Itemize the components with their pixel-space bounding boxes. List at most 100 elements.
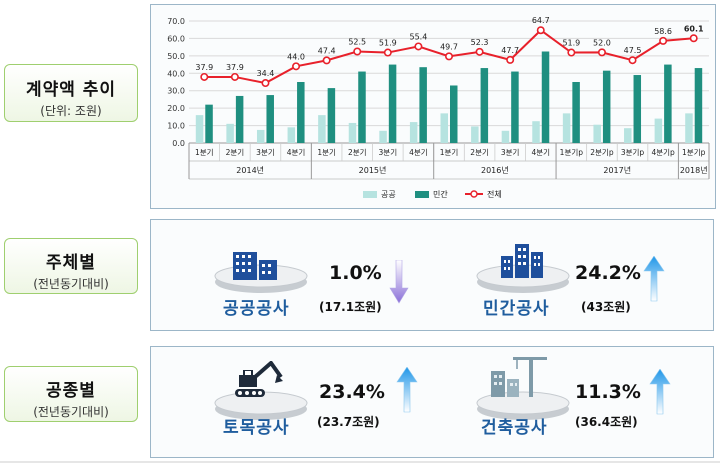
point-total: [444, 52, 453, 61]
bar-private: [541, 51, 550, 143]
bar-public: [348, 122, 357, 143]
bar-private: [602, 70, 611, 143]
x-tick-label: 2분기: [348, 148, 367, 157]
up-arrow-icon: [396, 367, 418, 413]
x-tick-label: 3분기: [501, 148, 520, 157]
y-tick-label: 60.0: [167, 34, 185, 43]
excavator-icon: [235, 361, 283, 397]
data-label-total: 52.0: [593, 38, 611, 47]
data-label-total: 51.9: [562, 39, 580, 48]
bar-private: [572, 82, 580, 143]
x-tick-label: 2분기p: [590, 148, 614, 157]
public-work-amount: (17.1조원): [319, 300, 382, 314]
point-total: [628, 56, 637, 65]
y-tick-label: 30.0: [167, 87, 185, 96]
bar-public: [409, 122, 418, 143]
y-tick-label: 10.0: [167, 122, 185, 131]
legend-label-public: 공공: [381, 190, 396, 199]
data-label-total: 60.1: [684, 24, 704, 33]
point-total: [322, 56, 331, 65]
bar-private: [633, 75, 642, 143]
x-tick-label: 3분기: [379, 148, 398, 157]
civil-work-name: 토목공사: [223, 418, 290, 438]
bar-public: [654, 118, 663, 143]
point-total: [414, 42, 423, 51]
year-label: 2016년: [481, 165, 509, 175]
bar-private: [327, 88, 336, 143]
bar-public: [226, 123, 234, 143]
point-total: [383, 48, 392, 57]
point-total: [200, 72, 209, 81]
x-tick-label: 2분기: [226, 148, 245, 157]
data-label-total: 52.5: [348, 38, 366, 47]
x-tick-label: 4분기: [409, 148, 428, 157]
point-total: [597, 48, 606, 57]
up-arrow-icon: [649, 369, 671, 415]
x-tick-label: 1분기: [195, 148, 214, 157]
bar-public: [532, 121, 540, 143]
bar-public: [195, 115, 204, 143]
bar-public: [440, 113, 448, 143]
point-total: [567, 48, 576, 57]
data-label-total: 51.9: [379, 39, 397, 48]
bar-public: [562, 113, 571, 143]
data-label-total: 44.0: [287, 52, 305, 61]
y-tick-label: 70.0: [167, 17, 185, 26]
up-arrow-icon: [643, 256, 665, 302]
point-total: [689, 34, 698, 43]
x-tick-label: 1분기: [440, 148, 459, 157]
data-label-total: 47.4: [318, 46, 336, 55]
bar-private: [266, 95, 274, 143]
type-label-sub: (전년동기대비): [33, 405, 109, 419]
building-work-amount: (36.4조원): [575, 415, 638, 429]
legend-marker-total: [470, 190, 478, 198]
year-label: 2017년: [603, 165, 631, 175]
x-tick-label: 4분기: [287, 148, 306, 157]
legend-label-total: 전체: [487, 189, 502, 199]
point-total: [292, 62, 301, 71]
data-label-total: 49.7: [440, 42, 458, 51]
bar-private: [664, 64, 672, 143]
bar-private: [235, 95, 244, 143]
bar-public: [685, 113, 693, 143]
type-panel: 토목공사 23.4% (23.7조원) 건축공사 11.3% (36.4조원): [150, 346, 714, 458]
bar-public: [501, 130, 510, 143]
trend-label-unit: (단위: 조원): [40, 104, 102, 118]
point-total: [230, 72, 239, 81]
data-label-total: 37.9: [195, 63, 213, 72]
bottom-divider: [0, 461, 720, 463]
data-label-total: 47.7: [501, 46, 519, 55]
legend-swatch-private: [415, 191, 429, 198]
bar-private: [511, 71, 519, 143]
bar-public: [471, 126, 479, 143]
public-work-pct: 1.0%: [329, 262, 382, 284]
city-buildings-icon: [501, 244, 543, 278]
x-tick-label: 4분기p: [651, 148, 675, 157]
year-label: 2014년: [236, 165, 264, 175]
private-work-amount: (43조원): [581, 300, 631, 314]
point-total: [475, 47, 484, 56]
data-label-total: 58.6: [654, 27, 672, 36]
year-label: 2018년: [680, 165, 708, 175]
point-total: [261, 79, 270, 88]
bar-public: [256, 129, 265, 143]
data-label-total: 37.9: [226, 63, 244, 72]
bar-private: [480, 68, 489, 143]
x-tick-label: 3분기p: [621, 148, 645, 157]
x-tick-label: 1분기: [317, 148, 336, 157]
data-label-total: 55.4: [410, 32, 428, 41]
legend-swatch-public: [363, 191, 377, 198]
building-work-name: 건축공사: [481, 418, 548, 438]
down-arrow-icon: [389, 260, 409, 304]
pedestal-civil: [214, 391, 308, 420]
trend-label-box: 계약액 추이 (단위: 조원): [4, 64, 138, 122]
x-tick-label: 4분기: [531, 148, 550, 157]
subject-panel: 공공공사 1.0% (17.1조원) 민간공사 24.2% (43조원): [150, 219, 714, 331]
x-tick-label: 3분기: [256, 148, 275, 157]
bar-public: [624, 128, 632, 143]
building-icon: [233, 252, 277, 280]
point-total: [353, 47, 362, 56]
bar-private: [419, 67, 427, 143]
x-tick-label: 1분기p: [560, 148, 584, 157]
type-label-box: 공종별 (전년동기대비): [4, 366, 138, 422]
